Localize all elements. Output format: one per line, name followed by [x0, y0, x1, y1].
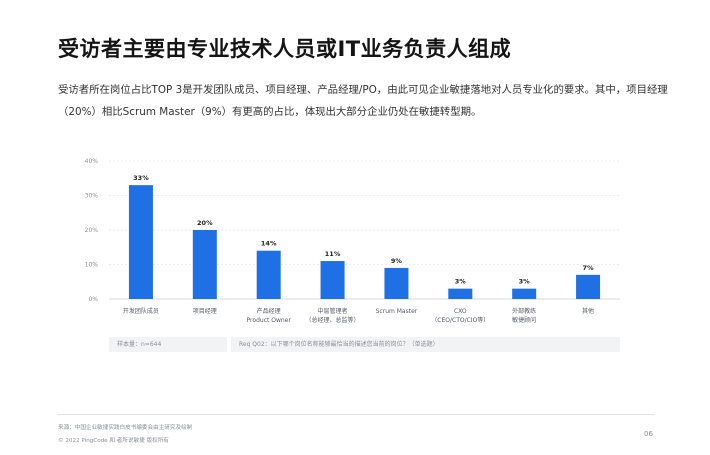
sample-size-note: 样本量：n=644	[109, 337, 227, 352]
bar	[512, 288, 537, 299]
bar	[576, 274, 601, 299]
bar-value-label: 20%	[197, 219, 213, 227]
page-number: 06	[644, 430, 653, 438]
x-category-label: 项目经理	[193, 307, 217, 315]
y-tick-label: 0%	[88, 296, 98, 303]
bar	[320, 261, 345, 299]
bar-value-label: 14%	[261, 240, 277, 248]
bar-value-label: 11%	[325, 250, 341, 258]
y-tick-label: 30%	[85, 193, 99, 200]
footer-divider	[58, 414, 654, 415]
bar	[256, 250, 281, 299]
bar	[192, 230, 217, 299]
x-category-label: Product Owner	[247, 317, 292, 324]
x-category-label: 外部教练	[512, 307, 536, 315]
x-category-label: 其他	[582, 307, 594, 315]
footer-source: 来源：中国企业敏捷实践白皮书编委会由主研究及绘制	[58, 425, 193, 431]
survey-question-note: Req Q02：以下哪个岗位名称能够最恰当的描述您当前的岗位？（单选题）	[231, 337, 620, 352]
page-title: 受访者主要由专业技术人员或IT业务负责人组成	[58, 37, 512, 61]
x-category-label: （CEO/CTO/CIO等）	[431, 316, 489, 324]
x-category-label: 开发团队成员	[123, 307, 159, 315]
y-tick-label: 20%	[85, 227, 99, 234]
bar-value-label: 3%	[455, 278, 467, 286]
bar-value-label: 7%	[583, 264, 595, 272]
bar	[384, 267, 409, 299]
x-category-label: （总经理、总监等）	[306, 316, 360, 324]
bar-value-label: 3%	[519, 278, 531, 286]
bar	[448, 288, 473, 299]
footer-copyright: © 2022 PingCode 和 者所说敏捷 版权所有	[58, 438, 169, 444]
bar-value-label: 33%	[133, 174, 149, 182]
y-tick-label: 10%	[85, 262, 99, 269]
y-tick-label: 40%	[85, 158, 99, 165]
x-category-label: 中层管理者	[318, 307, 348, 315]
bar	[128, 185, 153, 299]
x-category-label: 敏捷顾问	[512, 316, 536, 324]
x-category-label: 产品经理	[257, 307, 281, 315]
x-category-label: CXO	[454, 308, 467, 315]
bar-value-label: 9%	[391, 257, 403, 265]
intro-paragraph: 受访者所在岗位占比TOP 3是开发团队成员、项目经理、产品经理/PO，由此可见企…	[58, 84, 668, 118]
x-category-label: Scrum Master	[376, 308, 418, 315]
